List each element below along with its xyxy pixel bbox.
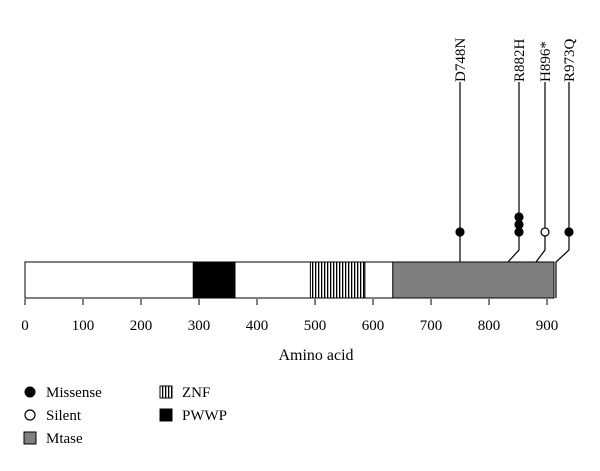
x-tick-label: 100 bbox=[72, 318, 95, 334]
legend-label: PWWP bbox=[182, 408, 227, 424]
domain-znf bbox=[309, 261, 366, 299]
x-tick-label: 800 bbox=[478, 318, 501, 334]
missense-symbol bbox=[24, 386, 36, 398]
znf-symbol bbox=[159, 385, 173, 399]
x-tick-label: 200 bbox=[130, 318, 153, 334]
x-tick-label: 700 bbox=[420, 318, 443, 334]
mutation-r882h: R882H bbox=[507, 38, 528, 298]
legend-item-silent: Silent bbox=[24, 408, 82, 424]
missense-dot bbox=[564, 227, 574, 237]
missense-dot bbox=[514, 227, 524, 237]
mutation-stem bbox=[555, 82, 570, 298]
mutation-label: R882H bbox=[512, 38, 528, 82]
legend-label: Missense bbox=[46, 385, 102, 401]
x-tick-label: 0 bbox=[21, 318, 29, 334]
silent-symbol bbox=[24, 409, 36, 421]
domain-mtase bbox=[392, 261, 555, 299]
x-tick-label: 900 bbox=[536, 318, 559, 334]
missense-dot bbox=[455, 227, 465, 237]
missense-dot bbox=[514, 212, 524, 222]
legend-item-pwwp: PWWP bbox=[159, 408, 227, 424]
legend-item-missense: Missense bbox=[24, 385, 102, 401]
x-tick-label: 500 bbox=[304, 318, 327, 334]
legend-label: Mtase bbox=[46, 431, 83, 447]
domain-pwwp bbox=[192, 261, 236, 299]
legend-label: Silent bbox=[46, 408, 82, 424]
legend-item-mtase: Mtase bbox=[23, 431, 83, 447]
legend-label: ZNF bbox=[182, 385, 210, 401]
x-tick-label: 600 bbox=[362, 318, 385, 334]
mutation-h896: H896* bbox=[535, 41, 554, 298]
mutation-label: R973Q bbox=[562, 38, 578, 82]
pwwp-symbol bbox=[159, 408, 173, 422]
mutation-d748n: D748N bbox=[453, 38, 469, 298]
x-tick-label: 300 bbox=[188, 318, 211, 334]
mtase-symbol bbox=[23, 431, 37, 445]
x-axis-label: Amino acid bbox=[278, 347, 353, 364]
mutation-label: H896* bbox=[538, 41, 554, 82]
mutation-label: D748N bbox=[453, 38, 469, 82]
mutation-r973q: R973Q bbox=[555, 38, 578, 298]
silent-dot bbox=[540, 227, 550, 237]
x-tick-label: 400 bbox=[246, 318, 269, 334]
legend-item-znf: ZNF bbox=[159, 385, 210, 401]
missense-dot bbox=[514, 219, 524, 230]
